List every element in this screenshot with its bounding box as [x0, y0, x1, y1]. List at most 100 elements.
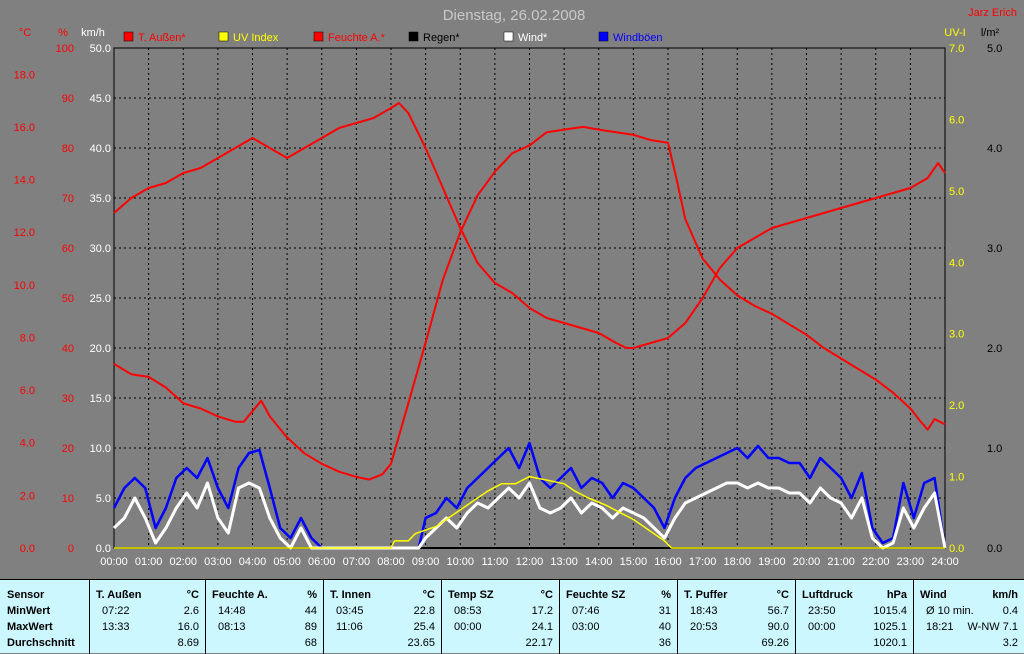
humidity-tick-label: 40 [62, 343, 74, 355]
series-line-windben [112, 441, 947, 550]
temp-tick-label: 6.0 [20, 385, 35, 397]
stats-average: 22.17 [525, 637, 553, 649]
wind-tick-label: 0.0 [96, 543, 111, 555]
stats-col-unit: °C [186, 589, 199, 601]
legend-label: T. Außen* [138, 32, 186, 44]
stats-max-value: W-NW 7.1 [967, 621, 1018, 633]
rain-tick-label: 3.0 [987, 243, 1002, 255]
x-tick-label: 21:00 [827, 556, 855, 568]
rain-tick-label: 4.0 [987, 143, 1002, 155]
stats-max-value: 16.0 [177, 621, 199, 633]
x-tick-label: 07:00 [343, 556, 371, 568]
legend-swatch [503, 31, 514, 42]
wind-tick-label: 20.0 [90, 343, 111, 355]
wind-tick-label: 30.0 [90, 243, 111, 255]
weather-chart: 00:00 01:00 02:00 03:00 04:00 05:00 06:00 07:00… [14, 7, 1017, 568]
x-tick-label: 20:00 [793, 556, 821, 568]
humidity-tick-label: 30 [62, 393, 74, 405]
x-tick-label: 04:00 [239, 556, 267, 568]
label-sensor: Sensor [7, 589, 45, 601]
stats-max-time: 13:33 [102, 621, 130, 633]
stats-column: T. Puffer °C 18:43 56.7 20:53 90.0 69.26 [677, 580, 795, 654]
stats-col-title: Wind [920, 589, 947, 601]
x-tick-label: 01:00 [135, 556, 163, 568]
stats-min-value: 0.4 [1002, 605, 1018, 617]
stats-average: 68 [304, 637, 317, 649]
stats-column: Wind km/h Ø 10 min. 0.4 18:21 W-NW 7.1 3.2 [913, 580, 1024, 654]
x-tick-label: 00:00 [100, 556, 128, 568]
humidity-tick-label: 20 [62, 443, 74, 455]
stats-max-value: 25.4 [413, 621, 435, 633]
rain-axis-unit: l/m² [981, 27, 1000, 39]
stats-min-value: 44 [304, 605, 317, 617]
wind-tick-label: 15.0 [90, 393, 111, 405]
stats-col-unit: hPa [886, 589, 907, 601]
x-tick-label: 23:00 [897, 556, 925, 568]
stats-column: T. Innen °C 03:45 22.8 11:06 25.4 23.65 [323, 580, 441, 654]
rain-tick-label: 1.0 [987, 443, 1002, 455]
uv-tick-label: 0.0 [949, 543, 964, 555]
legend-label: Feuchte A.* [328, 32, 386, 44]
stats-min-time: 07:46 [572, 605, 600, 617]
stats-column: T. Außen °C 07:22 2.6 13:33 16.0 8.69 [89, 580, 205, 654]
stats-col-unit: % [661, 589, 671, 601]
stats-min-value: 1015.4 [873, 605, 907, 617]
stats-col-unit: % [307, 589, 317, 601]
stats-column: Temp SZ °C 08:53 17.2 00:00 24.1 22.17 [441, 580, 559, 654]
wind-axis-unit: km/h [81, 27, 105, 39]
x-tick-label: 18:00 [723, 556, 751, 568]
legend-swatch [598, 31, 609, 42]
humidity-tick-label: 70 [62, 193, 74, 205]
stats-col-title: T. Puffer [684, 589, 728, 601]
stats-average: 69.26 [761, 637, 789, 649]
temp-axis-unit: °C [19, 27, 31, 39]
stats-min-time: 08:53 [454, 605, 482, 617]
x-tick-label: 05:00 [273, 556, 301, 568]
humidity-tick-label: 80 [62, 143, 74, 155]
wind-tick-label: 10.0 [90, 443, 111, 455]
x-tick-label: 09:00 [412, 556, 440, 568]
stats-col-unit: °C [776, 589, 789, 601]
label-min: MinWert [7, 605, 51, 617]
temp-tick-label: 2.0 [20, 490, 35, 502]
legend-swatch [123, 31, 134, 42]
stats-col-title: Feuchte A. [212, 589, 268, 601]
x-tick-label: 17:00 [689, 556, 717, 568]
series-line-uvindex [114, 475, 945, 549]
x-tick-label: 15:00 [620, 556, 648, 568]
temp-tick-label: 16.0 [14, 122, 35, 134]
legend-swatch [408, 31, 419, 42]
stats-col-title: T. Innen [330, 589, 371, 601]
wind-tick-label: 45.0 [90, 93, 111, 105]
stats-max-value: 40 [658, 621, 671, 633]
humidity-axis-unit: % [58, 27, 68, 39]
series-line-feuchtea [113, 102, 946, 349]
x-tick-label: 11:00 [482, 556, 509, 568]
x-tick-label: 10:00 [446, 556, 474, 568]
stats-average: 36 [658, 637, 671, 649]
stats-col-unit: °C [422, 589, 435, 601]
rain-tick-label: 5.0 [987, 43, 1002, 55]
stats-min-time: 03:45 [336, 605, 364, 617]
chart-title: Dienstag, 26.02.2008 [443, 7, 586, 24]
chart-author: Jarz Erich [968, 7, 1017, 19]
humidity-tick-label: 10 [62, 493, 74, 505]
humidity-tick-label: 100 [56, 43, 74, 55]
stats-max-time: 11:06 [336, 621, 363, 633]
stats-min-time: 14:48 [218, 605, 246, 617]
stats-max-value: 90.0 [767, 621, 789, 633]
stats-min-value: 22.8 [413, 605, 435, 617]
stats-min-value: 2.6 [183, 605, 199, 617]
stats-average: 8.69 [177, 637, 199, 649]
legend-label: Windböen [613, 32, 663, 44]
wind-tick-label: 25.0 [90, 293, 111, 305]
humidity-tick-label: 60 [62, 243, 74, 255]
stats-min-time: 23:50 [808, 605, 836, 617]
chart-plot [112, 102, 947, 550]
stats-column: Luftdruck hPa 23:50 1015.4 00:00 1025.1 1020.1 [795, 580, 913, 654]
chart-grid [114, 48, 945, 548]
x-tick-label: 13:00 [550, 556, 578, 568]
chart-legend: T. Außen* UV Index Feuchte A.* Regen* Wind* W… [123, 31, 663, 44]
stats-col-title: Temp SZ [448, 589, 494, 601]
humidity-tick-label: 0 [68, 543, 74, 555]
